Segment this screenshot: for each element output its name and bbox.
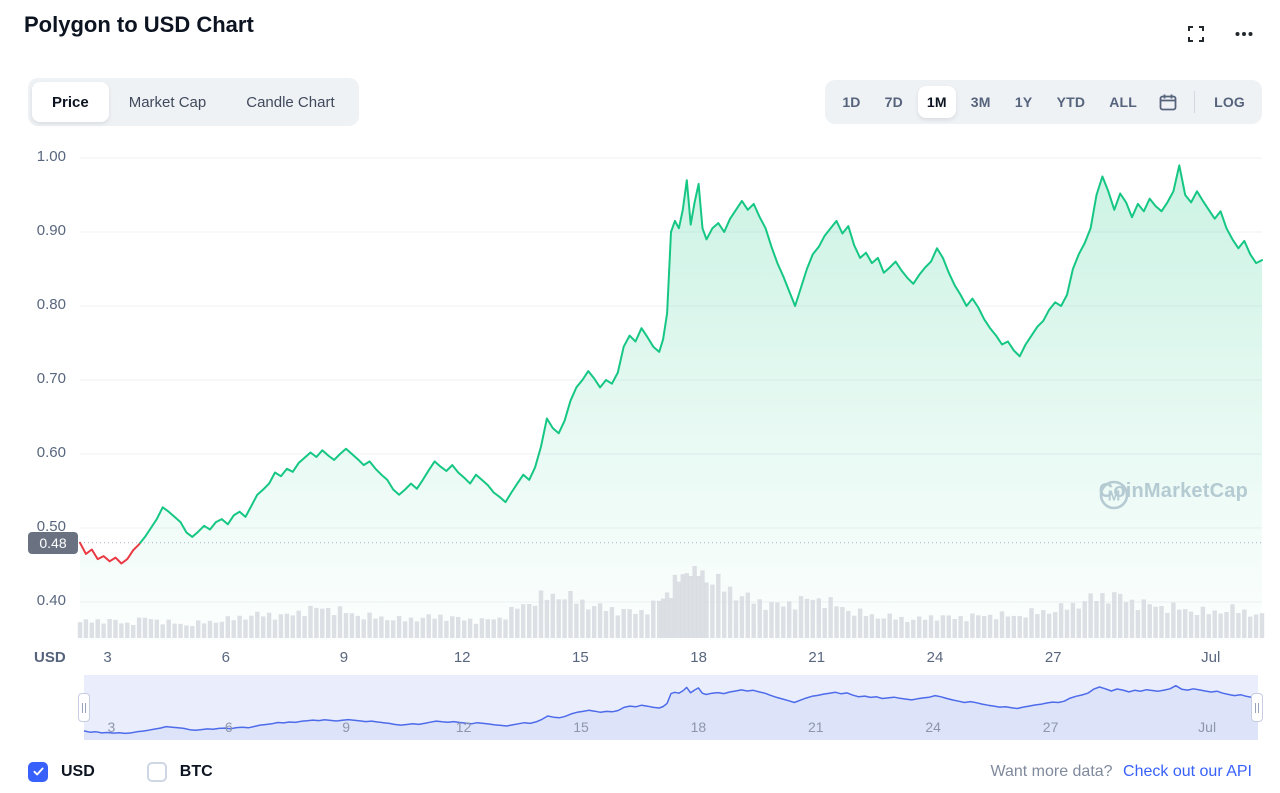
btc-checkbox-box bbox=[146, 761, 167, 782]
divider bbox=[1194, 91, 1196, 113]
usd-checkbox[interactable]: USD bbox=[28, 761, 95, 782]
tab-market-cap[interactable]: Market Cap bbox=[109, 82, 227, 122]
calendar-icon bbox=[1159, 94, 1177, 111]
header-actions bbox=[1186, 24, 1254, 44]
navigator-axis-label: 15 bbox=[573, 719, 589, 735]
price-chart[interactable]: M CoinMarketCap 1.000.900.800.700.600.50… bbox=[0, 140, 1280, 645]
navigator-axis-label: 21 bbox=[807, 719, 824, 735]
api-link[interactable]: Check out our API bbox=[1123, 762, 1252, 780]
btc-checkbox[interactable]: BTC bbox=[146, 761, 213, 782]
x-axis-label: Jul bbox=[1201, 649, 1221, 666]
x-axis-label: 9 bbox=[339, 649, 349, 666]
promo: Want more data? Check out our API bbox=[990, 763, 1252, 781]
x-axis-label: 3 bbox=[103, 649, 112, 666]
y-axis-label: 0.40 bbox=[36, 592, 66, 609]
range-all-button[interactable]: ALL bbox=[1100, 86, 1146, 118]
y-axis-label: 1.00 bbox=[36, 148, 66, 165]
log-scale-button[interactable]: LOG bbox=[1205, 86, 1254, 118]
tab-candle-chart[interactable]: Candle Chart bbox=[226, 82, 354, 122]
y-axis-label: 0.70 bbox=[36, 370, 66, 387]
x-axis-label: 6 bbox=[221, 649, 230, 666]
y-axis-label: 0.60 bbox=[36, 444, 66, 461]
promo-text: Want more data? bbox=[990, 762, 1113, 780]
navigator-axis-label: 9 bbox=[342, 719, 351, 735]
range-7d-button[interactable]: 7D bbox=[876, 86, 912, 118]
calendar-button[interactable] bbox=[1152, 92, 1184, 112]
x-axis-label: 15 bbox=[572, 649, 589, 666]
more-options-icon bbox=[1235, 32, 1253, 36]
btc-checkbox-label: BTC bbox=[179, 762, 213, 780]
navigator-axis-label: 12 bbox=[455, 719, 472, 735]
navigator-axis-label: Jul bbox=[1198, 719, 1217, 735]
page-title: Polygon to USD Chart bbox=[24, 12, 254, 37]
range-ytd-button[interactable]: YTD bbox=[1048, 86, 1095, 118]
main-chart-svg[interactable] bbox=[0, 140, 1280, 645]
range-buttons: 1D 7D 1M 3M 1Y YTD ALL bbox=[833, 86, 1146, 118]
navigator-axis-label: 3 bbox=[107, 719, 116, 735]
navigator-right-handle[interactable] bbox=[1251, 693, 1263, 722]
y-axis-label: 0.50 bbox=[36, 518, 66, 535]
usd-checkbox-box bbox=[28, 761, 48, 782]
x-axis-label: 27 bbox=[1044, 649, 1062, 666]
navigator-axis-label: 6 bbox=[224, 719, 233, 735]
navigator-axis-label: 27 bbox=[1042, 719, 1059, 735]
navigator-axis-label: 18 bbox=[690, 719, 707, 735]
check-icon bbox=[32, 767, 44, 776]
navigator-left-handle[interactable] bbox=[78, 693, 90, 722]
chart-navigator[interactable]: 3 6 9 12 15 18 21 24 27 Jul bbox=[0, 675, 1280, 740]
x-axis-label: 21 bbox=[808, 649, 826, 666]
current-price-badge: 0.48 bbox=[28, 531, 78, 554]
range-1d-button[interactable]: 1D bbox=[833, 86, 869, 118]
usd-checkbox-label: USD bbox=[61, 762, 95, 780]
navigator-axis-label: 24 bbox=[925, 719, 941, 735]
x-axis: USD 3 6 9 12 15 18 21 24 27 Jul bbox=[0, 649, 1280, 669]
more-options-button[interactable] bbox=[1234, 24, 1254, 44]
chart-footer: USD BTC Want more data? Check out our AP… bbox=[0, 750, 1280, 793]
range-1y-button[interactable]: 1Y bbox=[1006, 86, 1042, 118]
fullscreen-icon bbox=[1188, 26, 1204, 42]
x-axis-label: 24 bbox=[926, 649, 944, 666]
navigator-svg[interactable] bbox=[0, 675, 1280, 740]
range-1m-button[interactable]: 1M bbox=[917, 86, 956, 118]
y-axis-label: 0.80 bbox=[36, 296, 66, 313]
range-controls: 1D 7D 1M 3M 1Y YTD ALL LOG bbox=[825, 80, 1262, 124]
x-axis-label: 18 bbox=[690, 649, 707, 666]
range-3m-button[interactable]: 3M bbox=[962, 86, 1000, 118]
currency-axis-label: USD bbox=[34, 649, 66, 666]
x-axis-label: 12 bbox=[453, 649, 471, 666]
fullscreen-button[interactable] bbox=[1186, 24, 1206, 44]
chart-type-tabs: Price Market Cap Candle Chart bbox=[28, 78, 359, 126]
y-axis-label: 0.90 bbox=[36, 222, 66, 239]
tab-price[interactable]: Price bbox=[32, 82, 109, 122]
